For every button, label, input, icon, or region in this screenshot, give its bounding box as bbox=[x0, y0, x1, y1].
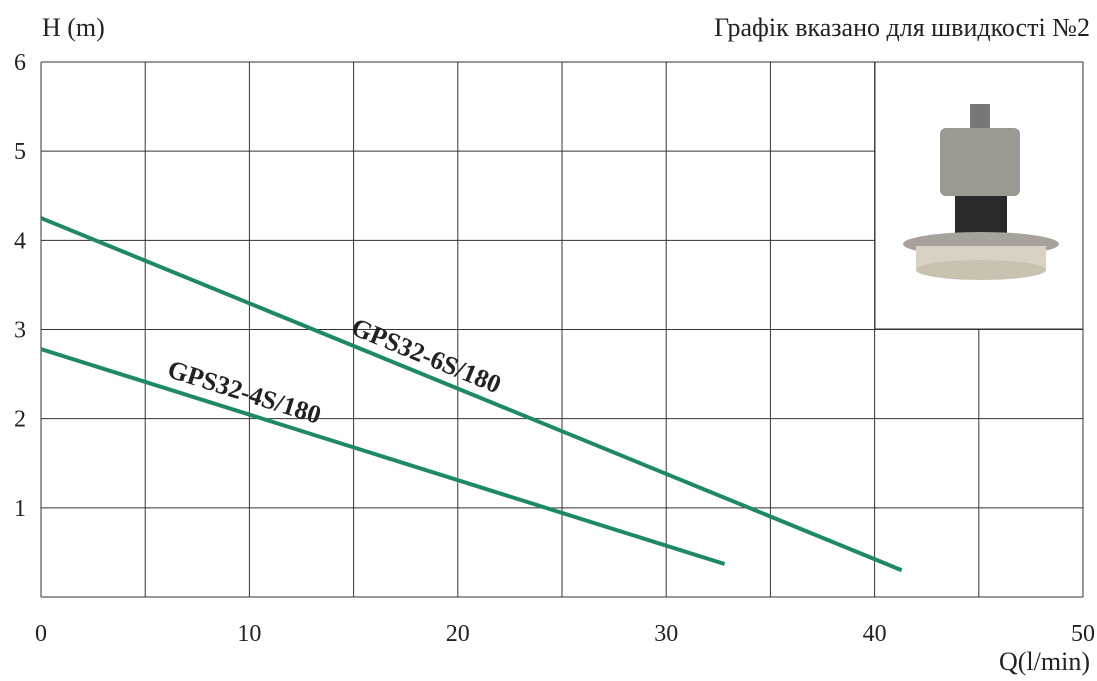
chart-title: Графік вказано для швидкості №2 bbox=[714, 13, 1090, 42]
x-tick-label: 0 bbox=[35, 621, 47, 647]
line-series bbox=[40, 347, 726, 566]
line-series bbox=[40, 216, 903, 573]
x-tick-label: 50 bbox=[1071, 621, 1095, 647]
y-tick-label: 3 bbox=[14, 318, 26, 344]
y-tick-label: 1 bbox=[14, 496, 26, 522]
x-axis-label: Q(l/min) bbox=[999, 647, 1090, 676]
y-tick-label: 6 bbox=[14, 50, 26, 76]
seal bbox=[955, 196, 1007, 234]
impeller-base bbox=[916, 260, 1046, 280]
y-tick-label: 5 bbox=[14, 139, 26, 165]
x-tick-label: 30 bbox=[654, 621, 678, 647]
motor-can bbox=[940, 128, 1020, 196]
y-tick-label: 4 bbox=[14, 228, 26, 254]
x-tick-label: 10 bbox=[237, 621, 261, 647]
x-tick-label: 20 bbox=[446, 621, 470, 647]
y-axis-label: H (m) bbox=[42, 13, 105, 42]
series-label: GPS32-6S/180 bbox=[347, 312, 505, 399]
product-photo bbox=[874, 61, 1084, 330]
y-tick-label: 2 bbox=[14, 407, 26, 433]
x-tick-label: 40 bbox=[863, 621, 887, 647]
